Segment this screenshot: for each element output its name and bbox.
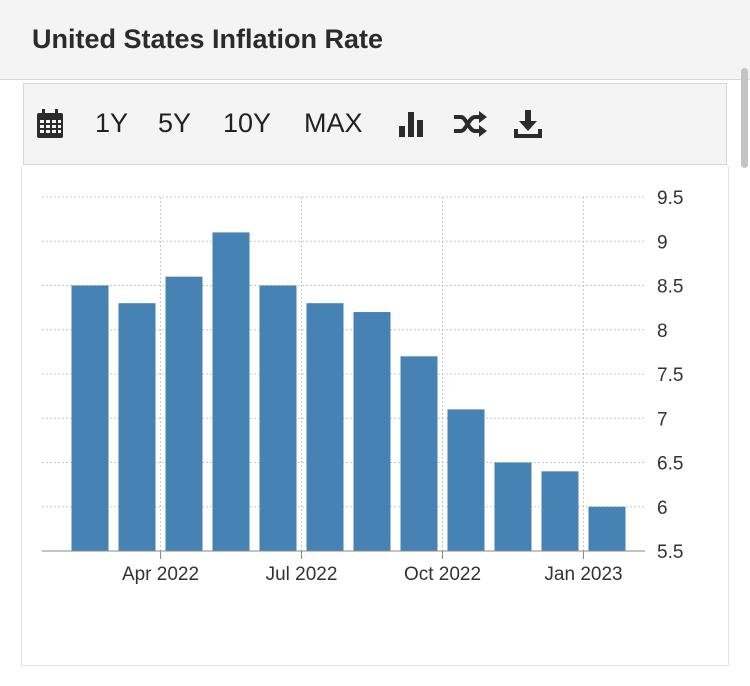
chart-header: United States Inflation Rate [0, 0, 750, 80]
y-tick-label: 9.5 [657, 188, 683, 209]
bar-chart-icon[interactable] [397, 109, 427, 139]
x-tick-label: Jan 2023 [544, 564, 622, 585]
range-5y-button[interactable]: 5Y [158, 108, 192, 138]
page-title: United States Inflation Rate [32, 24, 384, 54]
bar-sep-2022 [353, 312, 391, 551]
download-icon[interactable] [513, 109, 543, 139]
range-10y-button[interactable]: 10Y [223, 108, 272, 138]
y-tick-label: 7 [657, 409, 668, 430]
y-tick-label: 6.5 [657, 454, 683, 475]
y-tick-label: 5.5 [657, 542, 683, 563]
shuffle-icon[interactable] [452, 109, 488, 139]
range-max-button[interactable]: MAX [304, 108, 363, 138]
y-tick-label: 8.5 [657, 277, 683, 298]
scrollbar[interactable] [741, 68, 748, 168]
x-tick-label: Oct 2022 [404, 564, 481, 585]
range-1y-button[interactable]: 1Y [95, 108, 129, 138]
y-tick-label: 9 [657, 232, 668, 253]
calendar-icon[interactable] [36, 109, 64, 139]
bar-jul-2022 [259, 285, 297, 551]
y-tick-label: 8 [657, 321, 668, 342]
chart-toolbar: 1Y 5Y 10Y MAX [23, 83, 727, 165]
bar-may-2022 [165, 276, 203, 551]
bar-nov-2022 [447, 409, 485, 551]
bar-mar-2022 [71, 285, 109, 551]
y-tick-label: 6 [657, 498, 668, 519]
bar-oct-2022 [400, 356, 438, 551]
bar-apr-2022 [118, 303, 156, 551]
x-tick-label: Apr 2022 [122, 564, 199, 585]
y-tick-label: 7.5 [657, 365, 683, 386]
bar-feb-2023 [588, 506, 626, 551]
bar-jun-2022 [212, 232, 250, 551]
bar-dec-2022 [494, 462, 532, 551]
x-tick-label: Jul 2022 [266, 564, 338, 585]
bar-jan-2023 [541, 471, 579, 551]
bar-aug-2022 [306, 303, 344, 551]
chart-panel [21, 166, 729, 666]
